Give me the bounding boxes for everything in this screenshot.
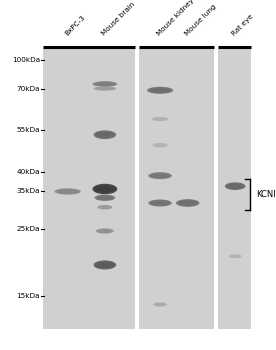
Ellipse shape — [149, 88, 171, 93]
Ellipse shape — [152, 88, 169, 92]
Ellipse shape — [94, 131, 116, 139]
Ellipse shape — [232, 256, 238, 257]
Ellipse shape — [55, 188, 81, 195]
Ellipse shape — [180, 201, 195, 205]
Ellipse shape — [148, 172, 172, 179]
Ellipse shape — [59, 190, 76, 193]
Ellipse shape — [94, 185, 115, 193]
Ellipse shape — [226, 183, 244, 189]
Ellipse shape — [97, 229, 113, 233]
Ellipse shape — [147, 87, 173, 94]
Text: 70kDa: 70kDa — [17, 86, 40, 92]
Ellipse shape — [157, 145, 163, 146]
Ellipse shape — [62, 190, 73, 192]
Ellipse shape — [148, 199, 172, 206]
Ellipse shape — [94, 86, 116, 91]
Ellipse shape — [230, 255, 241, 258]
Ellipse shape — [99, 230, 111, 232]
Ellipse shape — [231, 255, 240, 257]
Ellipse shape — [57, 189, 79, 194]
Text: Rat eye: Rat eye — [231, 13, 255, 37]
Ellipse shape — [95, 87, 115, 90]
Ellipse shape — [155, 118, 165, 120]
Ellipse shape — [152, 201, 168, 205]
Ellipse shape — [176, 199, 199, 207]
Text: 15kDa: 15kDa — [17, 293, 40, 299]
Ellipse shape — [94, 195, 115, 201]
Text: 35kDa: 35kDa — [17, 188, 40, 194]
Text: Mouse brain: Mouse brain — [101, 1, 136, 37]
Ellipse shape — [92, 184, 117, 194]
Ellipse shape — [150, 173, 170, 178]
Ellipse shape — [100, 197, 110, 199]
Ellipse shape — [99, 83, 110, 85]
Ellipse shape — [152, 174, 168, 178]
Ellipse shape — [97, 88, 112, 90]
Ellipse shape — [225, 182, 246, 190]
Ellipse shape — [157, 304, 163, 305]
Ellipse shape — [95, 132, 115, 138]
Ellipse shape — [152, 117, 168, 121]
Ellipse shape — [97, 186, 113, 192]
Ellipse shape — [92, 81, 117, 87]
Text: BxPC-3: BxPC-3 — [63, 14, 86, 37]
Ellipse shape — [99, 205, 111, 209]
Ellipse shape — [156, 118, 164, 120]
Text: 40kDa: 40kDa — [17, 168, 40, 175]
Ellipse shape — [152, 143, 168, 148]
Ellipse shape — [94, 260, 116, 270]
Ellipse shape — [155, 144, 165, 147]
Bar — [43, 49, 135, 329]
Text: 100kDa: 100kDa — [12, 56, 40, 63]
Text: 25kDa: 25kDa — [17, 226, 40, 232]
Ellipse shape — [97, 83, 113, 85]
Bar — [139, 49, 214, 329]
Text: Mouse lung: Mouse lung — [184, 3, 217, 37]
Text: Mouse kidney: Mouse kidney — [156, 0, 195, 37]
Ellipse shape — [229, 254, 242, 258]
Ellipse shape — [94, 82, 115, 86]
Ellipse shape — [97, 205, 113, 209]
Ellipse shape — [155, 202, 165, 204]
Ellipse shape — [96, 228, 114, 234]
Ellipse shape — [182, 202, 193, 204]
Ellipse shape — [156, 303, 164, 306]
Bar — [218, 49, 251, 329]
Ellipse shape — [96, 195, 114, 200]
Text: KCNIP1: KCNIP1 — [256, 190, 276, 199]
Ellipse shape — [100, 206, 110, 209]
Ellipse shape — [97, 132, 112, 137]
Ellipse shape — [154, 144, 166, 147]
Ellipse shape — [101, 230, 109, 232]
Ellipse shape — [154, 89, 166, 92]
Ellipse shape — [150, 200, 170, 206]
Ellipse shape — [153, 302, 167, 307]
Ellipse shape — [100, 88, 110, 89]
Ellipse shape — [98, 196, 112, 200]
Ellipse shape — [154, 303, 166, 306]
Ellipse shape — [100, 263, 110, 267]
Ellipse shape — [230, 185, 240, 188]
Ellipse shape — [99, 187, 110, 191]
Ellipse shape — [153, 118, 167, 120]
Ellipse shape — [97, 262, 112, 267]
Ellipse shape — [102, 206, 108, 208]
Ellipse shape — [95, 261, 115, 268]
Ellipse shape — [178, 200, 198, 206]
Text: 55kDa: 55kDa — [17, 126, 40, 133]
Ellipse shape — [100, 133, 110, 136]
Ellipse shape — [155, 174, 165, 177]
Ellipse shape — [229, 184, 242, 188]
